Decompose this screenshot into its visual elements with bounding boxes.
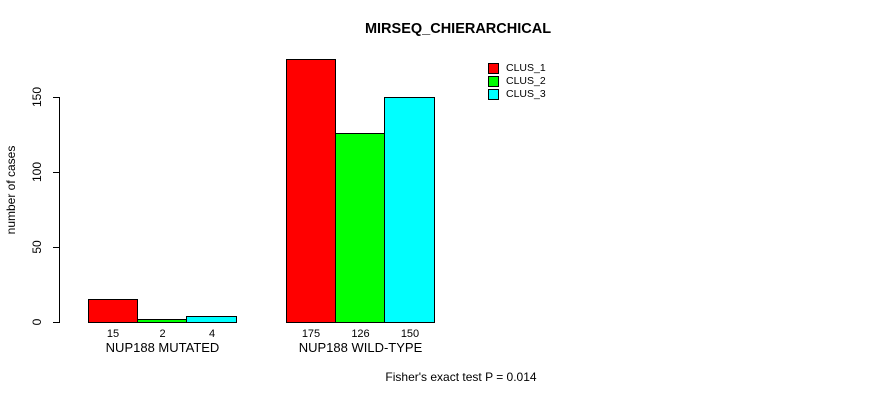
legend-item: CLUS_1 [488,63,546,74]
legend: CLUS_1 CLUS_2 CLUS_3 [488,63,546,102]
y-axis-tick-label: 150 [30,86,44,108]
bar-clus_2 [335,133,385,323]
legend-item: CLUS_3 [488,89,546,100]
bar-clus_2 [137,319,187,323]
bar-value-label: 4 [208,328,216,340]
bar-clus_3 [186,316,237,323]
bar-value-label: 175 [301,328,321,340]
legend-item: CLUS_2 [488,76,546,87]
y-axis-tick [53,322,60,323]
y-axis-tick [53,172,60,173]
y-axis-tick [53,247,60,248]
bar-value-label: 150 [400,328,420,340]
y-axis-tick-label: 50 [30,240,44,254]
legend-label: CLUS_3 [506,88,546,100]
bar-value-label: 126 [351,328,370,340]
legend-swatch-icon [488,63,499,74]
y-axis-line [59,97,60,323]
caption-annotation: Fisher's exact test P = 0.014 [385,370,537,384]
bar-clus_1 [286,59,336,323]
bar-value-label: 15 [106,328,120,340]
y-axis-tick-label: 100 [30,161,44,183]
legend-label: CLUS_2 [506,75,546,87]
category-label: NUP188 WILD-TYPE [298,340,423,355]
legend-label: CLUS_1 [506,62,546,74]
y-axis-label: number of cases [4,145,18,235]
bar-clus_3 [384,97,435,323]
bar-value-label: 2 [159,328,166,340]
chart-title: MIRSEQ_CHIERARCHICAL [364,21,552,37]
category-label: NUP188 MUTATED [105,340,220,355]
legend-swatch-icon [488,89,499,100]
bar-clus_1 [88,299,138,323]
y-axis-tick [53,97,60,98]
y-axis-tick-label: 0 [30,318,44,326]
legend-swatch-icon [488,76,499,87]
